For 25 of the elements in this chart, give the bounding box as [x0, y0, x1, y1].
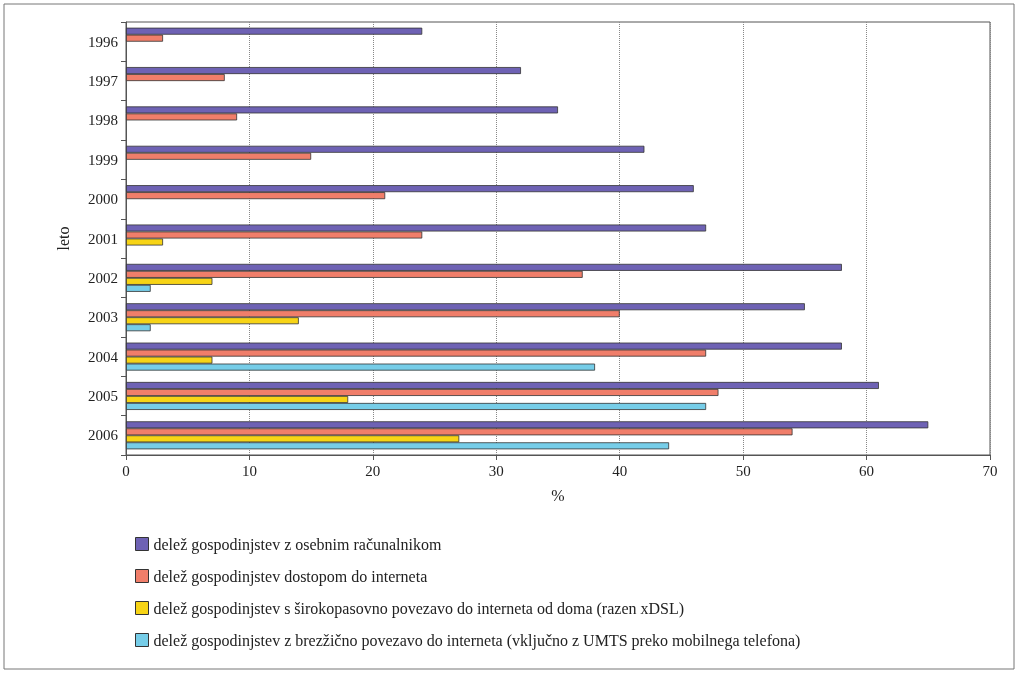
y-tick-label: 2005	[88, 387, 118, 404]
y-tick-label: 2000	[88, 191, 118, 208]
y-tick-label: 2006	[88, 427, 119, 444]
y-tick-label: 2001	[88, 230, 118, 247]
x-tick-label: 0	[122, 462, 130, 479]
y-tick-label: 1996	[88, 33, 119, 50]
legend-label: delež gospodinjstev z brezžično povezavo do interneta (vključno z UMTS preko mobilnega telefona)	[153, 631, 801, 650]
x-tick-label: 10	[241, 462, 257, 479]
x-tick-label: 60	[859, 462, 875, 479]
x-tick-label: 50	[735, 462, 751, 479]
y-tick-label: 2003	[88, 309, 118, 326]
y-tick-label: 2002	[88, 269, 118, 286]
y-axis-title: leto	[54, 226, 72, 251]
y-tick-label: 1999	[88, 151, 118, 168]
y-tick-label: 2004	[88, 348, 119, 365]
x-axis-title: %	[551, 486, 565, 504]
x-tick-label: 70	[982, 462, 998, 479]
x-tick-label: 20	[365, 462, 381, 479]
legend-label: delež gospodinjstev z osebnim računalnikom	[153, 535, 442, 554]
x-tick-label: 30	[488, 462, 504, 479]
y-tick-label: 1997	[88, 73, 119, 90]
x-tick-label: 40	[612, 462, 628, 479]
legend-label: delež gospodinjstev s širokopasovno povezavo do interneta od doma (razen xDSL)	[153, 599, 685, 618]
legend-label: delež gospodinjstev dostopom do interneta	[153, 567, 428, 586]
y-tick-label: 1998	[88, 112, 118, 129]
